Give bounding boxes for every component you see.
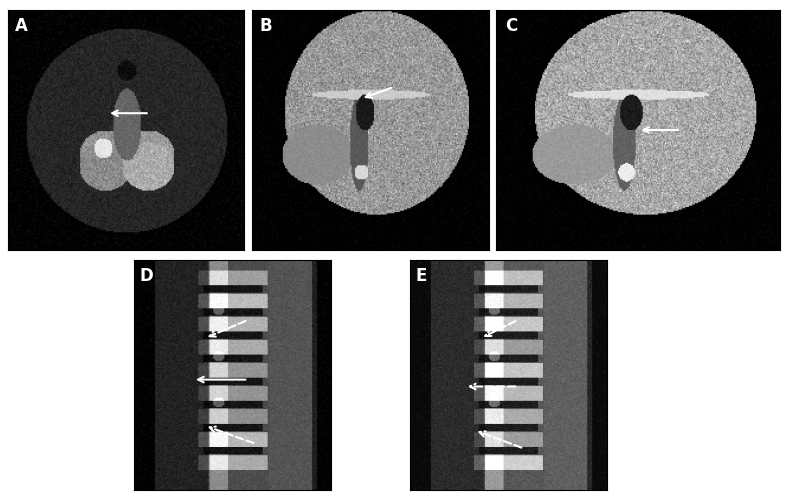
Text: D: D bbox=[140, 267, 154, 285]
Text: B: B bbox=[259, 17, 272, 35]
Text: A: A bbox=[15, 17, 28, 35]
Text: C: C bbox=[505, 17, 517, 35]
Text: E: E bbox=[416, 267, 427, 285]
